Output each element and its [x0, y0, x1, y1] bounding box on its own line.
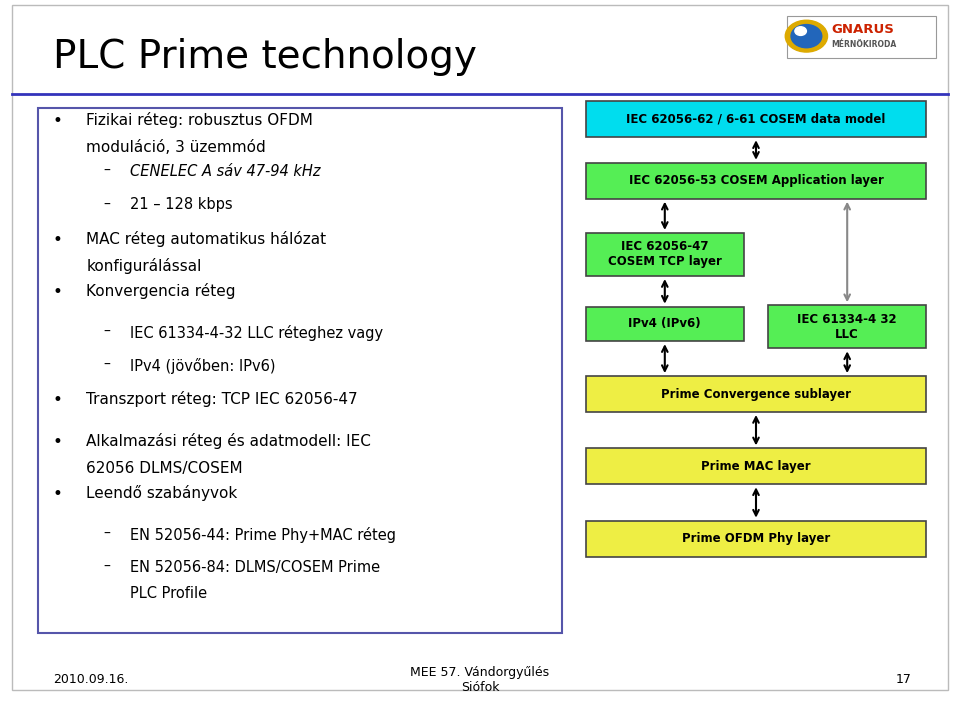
Circle shape [795, 27, 806, 35]
Text: Prime Convergence sublayer: Prime Convergence sublayer [661, 388, 851, 401]
Bar [586, 448, 926, 484]
Text: •: • [53, 283, 62, 301]
Text: •: • [53, 231, 62, 249]
Bar [38, 108, 562, 633]
Text: IEC 62056-62 / 6-61 COSEM data model: IEC 62056-62 / 6-61 COSEM data model [626, 113, 886, 126]
Text: 62056 DLMS/COSEM: 62056 DLMS/COSEM [86, 461, 243, 476]
Bar [586, 376, 926, 412]
Text: MEE 57. Vándorgyűlés
Siófok: MEE 57. Vándorgyűlés Siófok [411, 666, 549, 693]
Text: IEC 61334-4 32
LLC: IEC 61334-4 32 LLC [798, 313, 897, 341]
Text: –: – [104, 197, 110, 211]
Circle shape [791, 25, 822, 48]
Text: –: – [104, 527, 110, 541]
Circle shape [785, 20, 828, 52]
Text: IPv4 (jövőben: IPv6): IPv4 (jövőben: IPv6) [130, 358, 276, 374]
Text: EN 52056-44: Prime Phy+MAC réteg: EN 52056-44: Prime Phy+MAC réteg [130, 527, 396, 543]
Text: EN 52056-84: DLMS/COSEM Prime: EN 52056-84: DLMS/COSEM Prime [130, 560, 380, 576]
Text: Leendő szabányvok: Leendő szabányvok [86, 485, 238, 501]
Text: IEC 62056-53 COSEM Application layer: IEC 62056-53 COSEM Application layer [629, 174, 883, 187]
Text: PLC Prime technology: PLC Prime technology [53, 38, 477, 76]
Text: •: • [53, 391, 62, 409]
Text: 2010.09.16.: 2010.09.16. [53, 673, 129, 686]
Text: IPv4 (IPv6): IPv4 (IPv6) [629, 317, 701, 330]
Text: –: – [104, 325, 110, 338]
Text: –: – [104, 560, 110, 574]
Text: konfigurálással: konfigurálással [86, 258, 202, 274]
Text: Konvergencia réteg: Konvergencia réteg [86, 283, 236, 299]
Text: –: – [104, 164, 110, 178]
Text: GNARUS: GNARUS [831, 23, 894, 36]
Text: Prime OFDM Phy layer: Prime OFDM Phy layer [682, 532, 830, 545]
Text: –: – [104, 358, 110, 372]
Text: •: • [53, 433, 62, 451]
Bar [768, 305, 926, 348]
Text: Prime MAC layer: Prime MAC layer [701, 460, 811, 473]
Bar [586, 163, 926, 199]
Text: Fizikai réteg: robusztus OFDM: Fizikai réteg: robusztus OFDM [86, 112, 313, 128]
Text: IEC 62056-47
COSEM TCP layer: IEC 62056-47 COSEM TCP layer [608, 241, 722, 268]
Text: 17: 17 [896, 673, 912, 686]
Bar [586, 521, 926, 557]
Bar [586, 307, 744, 341]
Bar [586, 101, 926, 137]
Text: PLC Profile: PLC Profile [130, 586, 206, 602]
Bar [586, 233, 744, 276]
Text: Alkalmazási réteg és adatmodell: IEC: Alkalmazási réteg és adatmodell: IEC [86, 433, 372, 449]
Text: Transzport réteg: TCP IEC 62056-47: Transzport réteg: TCP IEC 62056-47 [86, 391, 358, 407]
Text: CENELEC A sáv 47-94 kHz: CENELEC A sáv 47-94 kHz [130, 164, 320, 179]
Text: •: • [53, 112, 62, 130]
Text: MAC réteg automatikus hálózat: MAC réteg automatikus hálózat [86, 231, 326, 247]
Bar [787, 16, 936, 58]
Text: 21 – 128 kbps: 21 – 128 kbps [130, 197, 232, 213]
Text: •: • [53, 485, 62, 503]
Text: MÉRNÖKIRODA: MÉRNÖKIRODA [831, 40, 897, 49]
Text: moduláció, 3 üzemmód: moduláció, 3 üzemmód [86, 140, 266, 155]
Text: IEC 61334-4-32 LLC réteghez vagy: IEC 61334-4-32 LLC réteghez vagy [130, 325, 383, 341]
